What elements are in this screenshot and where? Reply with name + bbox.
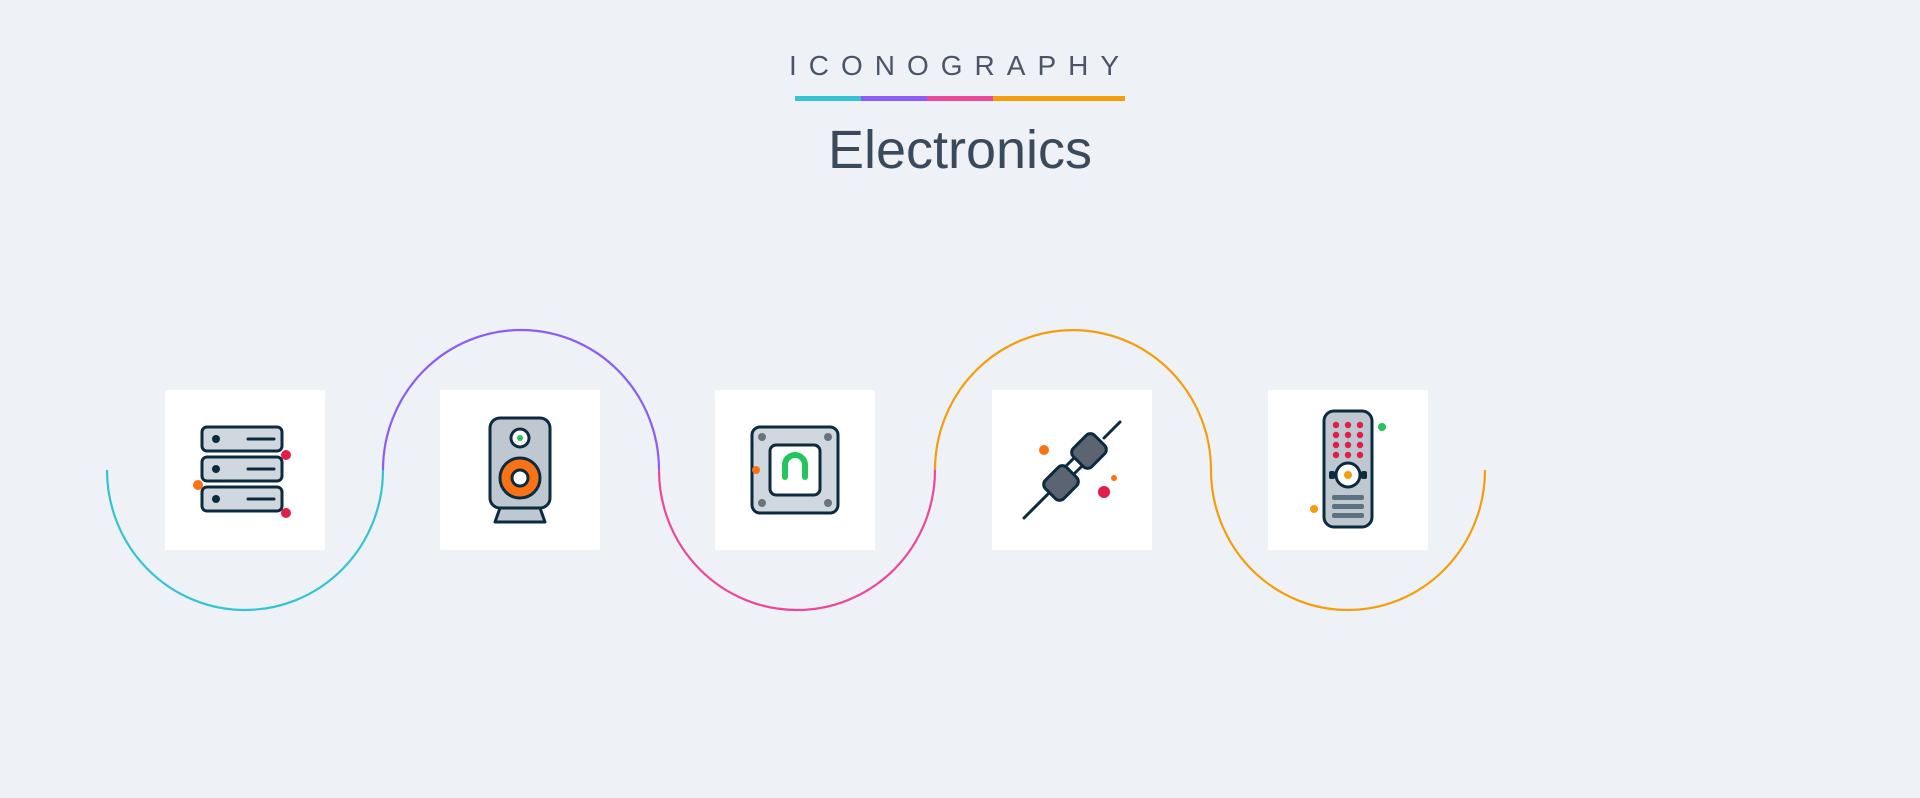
speaker-icon [465,410,575,530]
server-icon [190,415,300,525]
icon-card-server [165,390,325,550]
icon-card-speaker [440,390,600,550]
remote-icon [1288,405,1408,535]
icon-card-plug [992,390,1152,550]
icon-card-remote [1268,390,1428,550]
plug-icon [1012,410,1132,530]
socket-icon [740,415,850,525]
icon-card-socket [715,390,875,550]
